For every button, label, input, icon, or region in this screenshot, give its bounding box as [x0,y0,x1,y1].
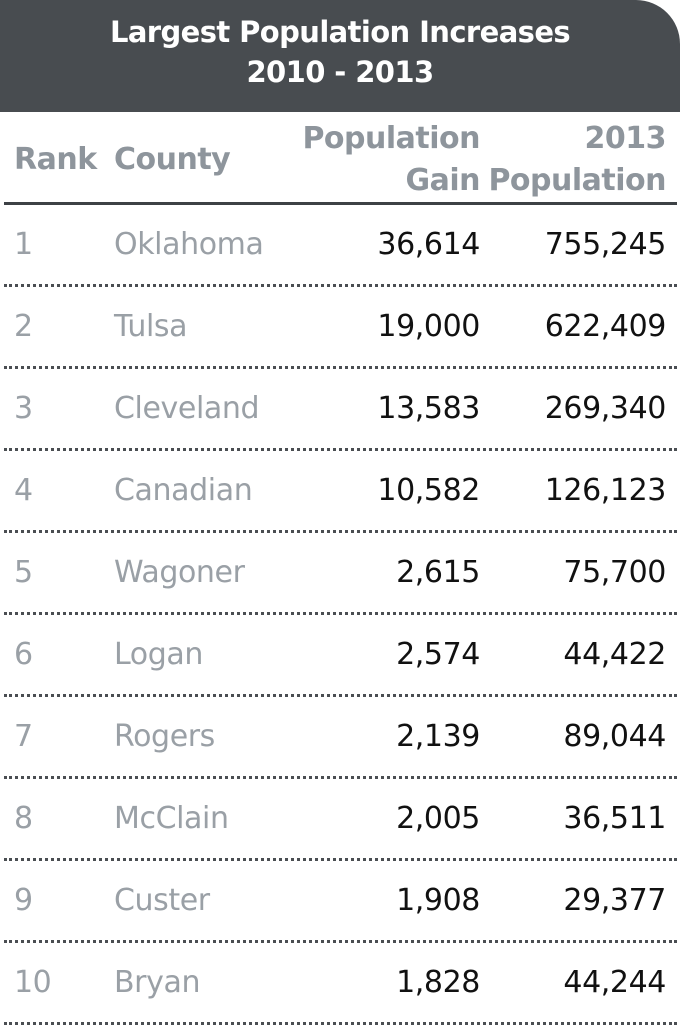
row-divider [4,940,677,943]
population-gain-cell: 10,582 [377,473,480,508]
table-row: 1 Oklahoma 36,614 755,245 [0,205,680,287]
table-row: 3 Cleveland 13,583 269,340 [0,369,680,451]
column-header-county: County [114,142,231,177]
population-gain-cell: 2,615 [396,555,480,590]
column-header-rank: Rank [14,142,97,177]
row-divider [4,612,677,615]
rank-cell: 2 [14,309,33,344]
table-subtitle: 2010 - 2013 [246,55,434,89]
column-header-population-line2: Population [488,163,666,198]
rank-cell: 8 [14,801,33,836]
population-2013-cell: 126,123 [544,473,667,508]
population-gain-cell: 2,139 [396,719,480,754]
row-divider [4,448,677,451]
table-title-banner: Largest Population Increases 2010 - 2013 [0,0,680,112]
table-row: 5 Wagoner 2,615 75,700 [0,533,680,615]
county-cell: Canadian [114,473,253,508]
table-row: 10 Bryan 1,828 44,244 [0,943,680,1025]
rank-cell: 1 [14,227,33,262]
row-divider [4,284,677,287]
population-gain-cell: 36,614 [377,227,480,262]
rank-cell: 9 [14,883,33,918]
row-divider [4,776,677,779]
population-gain-cell: 1,908 [396,883,480,918]
county-cell: Cleveland [114,391,260,426]
population-2013-cell: 29,377 [563,883,666,918]
population-2013-cell: 269,340 [544,391,667,426]
table-title: Largest Population Increases [109,15,571,49]
population-2013-cell: 75,700 [563,555,666,590]
population-gain-cell: 2,005 [396,801,480,836]
county-cell: Wagoner [114,555,245,590]
population-2013-cell: 36,511 [563,801,666,836]
population-gain-cell: 1,828 [396,965,480,1000]
rank-cell: 7 [14,719,33,754]
row-divider [4,858,677,861]
column-header-gain: Population Gain [302,118,480,202]
population-gain-cell: 2,574 [396,637,480,672]
table-row: 2 Tulsa 19,000 622,409 [0,287,680,369]
population-2013-cell: 622,409 [544,309,667,344]
table-row: 9 Custer 1,908 29,377 [0,861,680,943]
population-2013-cell: 89,044 [563,719,666,754]
rank-cell: 6 [14,637,33,672]
population-gain-cell: 13,583 [377,391,480,426]
county-cell: Bryan [114,965,201,1000]
population-2013-cell: 755,245 [544,227,667,262]
header-divider [4,202,677,205]
row-divider [4,366,677,369]
column-header-gain-line1: Population [302,121,480,156]
row-divider [4,530,677,533]
county-cell: McClain [114,801,229,836]
rank-cell: 3 [14,391,33,426]
column-header-population-line1: 2013 [584,121,667,156]
row-divider [4,694,677,697]
table-row: 6 Logan 2,574 44,422 [0,615,680,697]
rank-cell: 10 [14,965,52,1000]
population-2013-cell: 44,422 [563,637,666,672]
column-header-population: 2013 Population [488,118,666,202]
table-row: 4 Canadian 10,582 126,123 [0,451,680,533]
rank-cell: 4 [14,473,33,508]
column-header-gain-line2: Gain [405,163,480,198]
county-cell: Custer [114,883,210,918]
county-cell: Rogers [114,719,215,754]
county-cell: Tulsa [114,309,188,344]
county-cell: Oklahoma [114,227,264,262]
population-gain-cell: 19,000 [377,309,480,344]
county-cell: Logan [114,637,203,672]
table-row: 8 McClain 2,005 36,511 [0,779,680,861]
table-row: 7 Rogers 2,139 89,044 [0,697,680,779]
rank-cell: 5 [14,555,33,590]
population-2013-cell: 44,244 [563,965,666,1000]
